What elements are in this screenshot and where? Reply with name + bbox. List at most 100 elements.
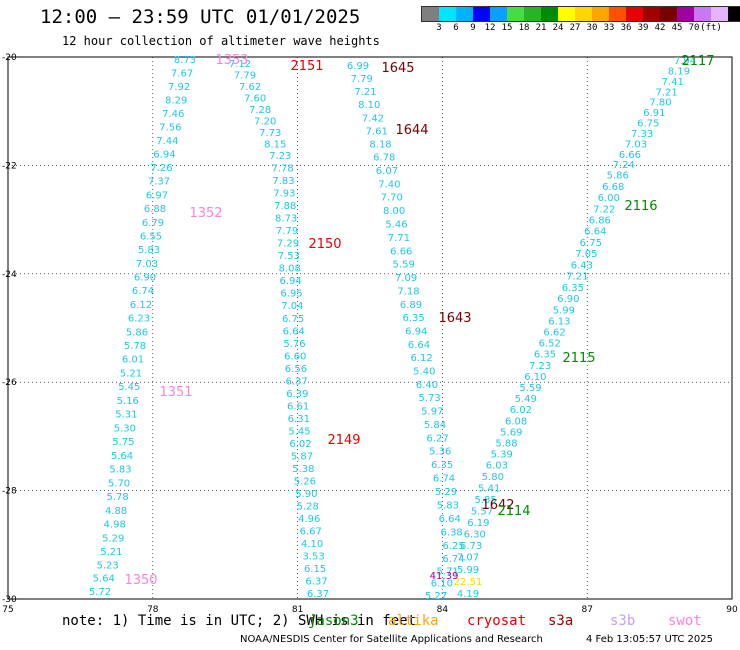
wave-height-value: 6.12 [411,353,433,364]
wave-height-value: 6.35 [431,460,453,471]
wave-height-value: 5.27 [425,591,447,602]
legend-swatch [541,7,558,21]
wave-height-value: 6.75 [637,119,659,130]
wave-height-value: 6.12 [130,300,152,311]
wave-height-value: 6.94 [280,276,302,287]
wave-height-value: 5.31 [115,410,137,421]
wave-height-value: 6.02 [289,439,311,450]
wave-height-value: 6.74 [132,286,154,297]
wave-height-value: 5.83 [109,465,131,476]
legend-swatch [711,7,728,21]
credit-line: NOAA/NESDIS Center for Satellite Applica… [240,634,543,645]
wave-height-value: 7.56 [159,123,181,134]
legend-label: 70 [688,23,700,33]
wave-height-value: 8.19 [668,66,690,77]
wave-height-value: 7.93 [273,188,295,199]
wave-height-value: 6.64 [584,227,606,238]
wave-height-value: 7.44 [156,136,178,147]
wave-height-value: 7.79 [234,71,256,82]
satellite-label-altika: altika [388,613,439,629]
wave-height-value: 7.80 [649,98,671,109]
wave-height-value: 4.88 [105,506,127,517]
x-tick-label: 84 [437,605,449,615]
legend-swatches [421,6,740,22]
pass-number-label: 1642 [481,498,514,513]
wave-height-value: 5.59 [393,260,415,271]
legend-swatch [473,7,490,21]
legend-swatch [728,7,740,21]
wave-height-value: 5.87 [291,452,313,463]
wave-height-value: 7.60 [244,94,266,105]
wave-height-value: 8.73 [275,213,297,224]
wave-height-value: 6.97 [146,190,168,201]
wave-height-value: 7.20 [254,117,276,128]
wave-height-value: 5.84 [424,420,446,431]
wave-height-value: 6.94 [153,150,175,161]
wave-height-value: 5.36 [429,447,451,458]
wave-height-value: 5.64 [93,574,115,585]
wave-height-value: 6.13 [548,316,570,327]
wave-height-value: 7.23 [529,361,551,372]
wave-height-value: 6.23 [128,314,150,325]
wave-height-value: 6.90 [557,294,579,305]
wave-height-value: 6.43 [571,260,593,271]
satellite-label-s3b: s3b [610,613,636,629]
legend-label: 30 [586,23,598,33]
wave-height-value: 5.21 [120,368,142,379]
legend-swatch [626,7,643,21]
wave-height-value: 6.88 [144,204,166,215]
wave-height-value: 7.07 [457,553,479,564]
legend-label: 36 [620,23,632,33]
wave-height-value: 5.26 [294,477,316,488]
wave-height-value: 6.27 [427,433,449,444]
satellite-label-swot: swot [668,613,702,629]
wave-height-value: 6.07 [376,166,398,177]
wave-height-value: 5.90 [295,489,317,500]
wave-height-value: 7.23 [269,151,291,162]
wave-height-value: 5.78 [124,341,146,352]
wave-height-value: 6.52 [539,339,561,350]
pass-number-label: 1353 [215,53,248,68]
wave-height-value: 5.16 [117,396,139,407]
wave-height-value: 7.46 [162,109,184,120]
y-tick-label: -22 [2,161,17,171]
legend-swatch [592,7,609,21]
wave-height-value: 7.04 [281,301,303,312]
legend-label: 6 [453,23,459,33]
wave-height-value: 7.09 [395,273,417,284]
y-tick-label: -28 [2,487,17,497]
wave-height-value: 7.79 [351,74,373,85]
x-tick-label: 78 [147,605,159,615]
wave-height-value: 5.29 [102,533,124,544]
pass-number-label: 1645 [381,61,414,76]
wave-height-value: 6.78 [373,153,395,164]
wave-height-value: 7.33 [631,129,653,140]
wave-height-value: 7.42 [362,113,384,124]
legend-swatch [456,7,473,21]
wave-height-value: 6.37 [286,376,308,387]
legend-label: 12 [484,23,496,33]
page-subtitle: 12 hour collection of altimeter wave hei… [62,34,380,48]
legend-label: 42 [654,23,666,33]
wave-height-value: 6.31 [288,414,310,425]
wave-height-value: 3.53 [302,552,324,563]
generated-timestamp: 4 Feb 13:05:57 UTC 2025 [586,634,713,645]
wave-height-value: 5.86 [607,171,629,182]
x-tick-label: 90 [726,605,738,615]
legend-swatch [558,7,575,21]
wave-height-value: 5.85 [474,495,496,506]
wave-height-value: 6.55 [140,231,162,242]
wave-height-value: 4.98 [104,520,126,531]
wave-height-value: 5.59 [519,383,541,394]
wave-height-value: 4.19 [457,589,479,600]
pass-number-label: 2150 [308,237,341,252]
altimeter-tracks: 8.73 7.67 7.92 8.29 7.46 7.56 7.44 6.94 7.26 7.37… [89,55,696,602]
graticule [7,56,733,600]
y-tick-label: -30 [2,595,17,605]
wave-height-value: 6.95 [280,289,302,300]
wave-height-value: 6.19 [467,518,489,529]
wave-height-value: 7.37 [148,177,170,188]
wave-height-value: 7.83 [272,176,294,187]
legend-swatch [490,7,507,21]
pass-number-label: 2115 [562,351,595,366]
